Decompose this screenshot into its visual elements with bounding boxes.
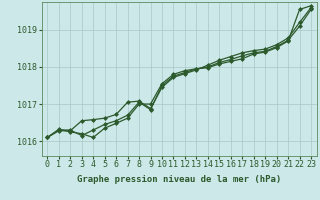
X-axis label: Graphe pression niveau de la mer (hPa): Graphe pression niveau de la mer (hPa) xyxy=(77,175,281,184)
